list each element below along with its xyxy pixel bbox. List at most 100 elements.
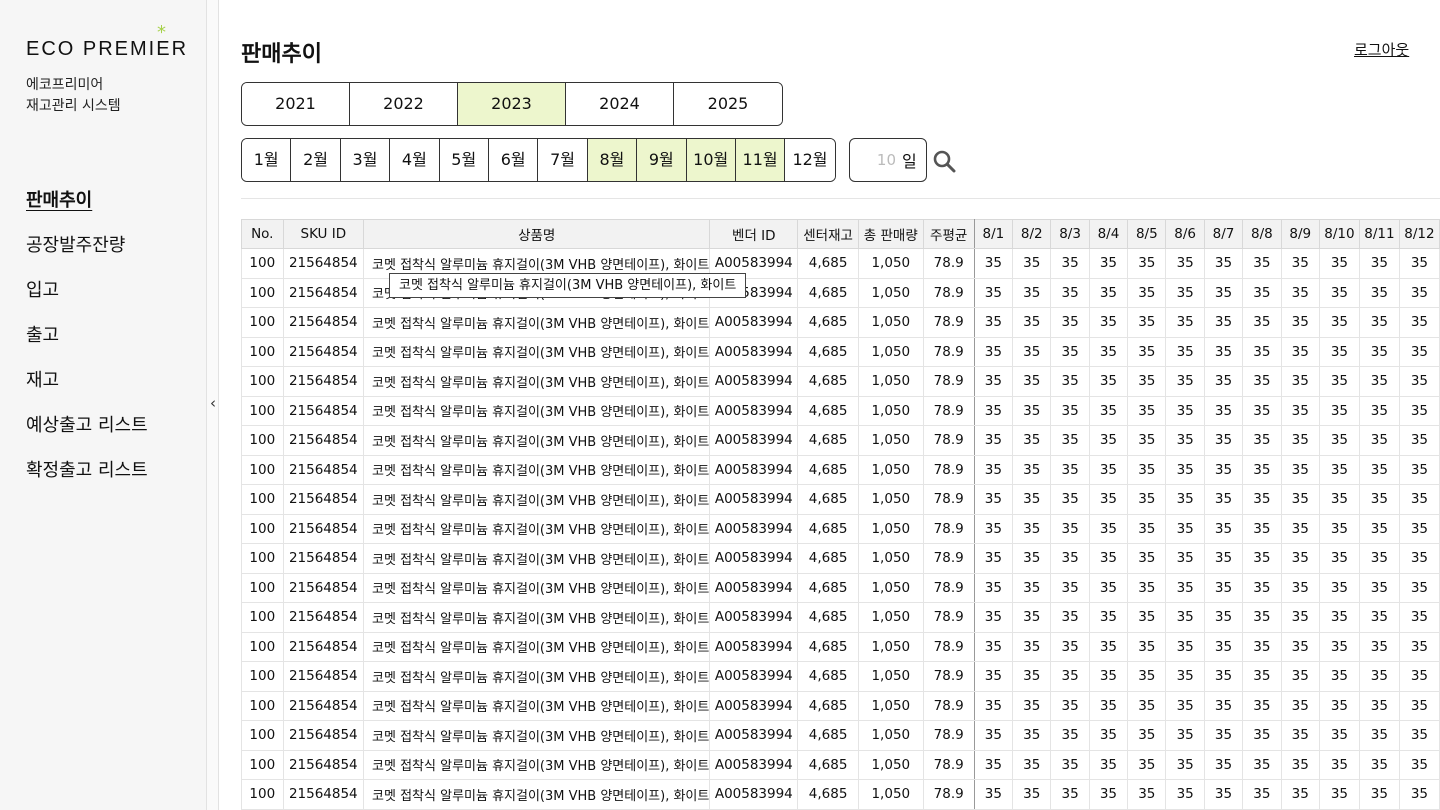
table-cell: 35: [1203, 336, 1244, 367]
table-cell: 35: [1398, 749, 1440, 780]
day-unit-label: 일: [902, 152, 917, 171]
table-cell: 1,050: [857, 661, 924, 692]
table-cell: 35: [1280, 513, 1320, 544]
column-header: 센터재고: [797, 219, 859, 249]
table-cell: 35: [1127, 572, 1167, 603]
nav-item-inbound[interactable]: 입고: [26, 280, 60, 301]
table-cell: 35: [973, 307, 1014, 338]
table-cell: 35: [1318, 572, 1360, 603]
table-cell: 78.9: [922, 661, 975, 692]
table-cell: 35: [1165, 277, 1205, 308]
table-cell: 21564854: [282, 336, 365, 367]
year-button-2022[interactable]: 2022: [350, 83, 458, 125]
table-cell: A00583994: [709, 513, 799, 544]
column-header: 총 판매량: [857, 219, 924, 249]
month-selector: 1월 2월 3월 4월 5월 6월 7월 8월 9월 10월 11월 12월: [241, 138, 836, 182]
table-cell: 35: [1050, 513, 1090, 544]
table-cell: 35: [1242, 454, 1282, 485]
collapse-sidebar-icon[interactable]: ‹: [210, 394, 216, 412]
table-cell: 1,050: [857, 631, 924, 662]
month-button-3[interactable]: 3월: [340, 139, 391, 181]
table-cell: 35: [1050, 779, 1090, 810]
table-cell: 4,685: [797, 779, 859, 810]
table-cell: A00583994: [709, 720, 799, 751]
table-cell: 35: [1088, 484, 1129, 515]
table-cell: 35: [1127, 690, 1167, 721]
table-cell: 1,050: [857, 425, 924, 456]
table-cell: 35: [1165, 425, 1205, 456]
month-button-11[interactable]: 11월: [735, 139, 786, 181]
month-button-2[interactable]: 2월: [291, 139, 341, 181]
table-cell: 35: [1242, 277, 1282, 308]
month-button-7[interactable]: 7월: [538, 139, 588, 181]
table-cell: 35: [1012, 366, 1052, 397]
table-cell: 35: [1012, 749, 1052, 780]
nav-item-outbound[interactable]: 출고: [26, 325, 60, 346]
product-name-tooltip: 코멧 접착식 알루미늄 휴지걸이(3M VHB 양면테이프), 화이트: [389, 273, 747, 298]
table-cell: 4,685: [797, 690, 859, 721]
table-cell: 35: [1358, 425, 1400, 456]
table-cell: 35: [1127, 484, 1167, 515]
table-cell: 35: [1398, 248, 1440, 279]
sales-table-container[interactable]: No. SKU ID 상품명 벤더 ID 센터재고 총 판매량 주평균 8/1 8/2 8/3 8/…: [241, 219, 1440, 810]
table-cell: 35: [1280, 484, 1320, 515]
table-cell: 35: [1050, 602, 1090, 633]
nav-item-sales-trend[interactable]: 판매추이: [26, 190, 93, 211]
year-button-2023[interactable]: 2023: [458, 83, 566, 125]
table-cell: 35: [1203, 749, 1244, 780]
table-cell: 1,050: [857, 720, 924, 751]
nav-item-confirmed-outbound-list[interactable]: 확정출고 리스트: [26, 460, 148, 481]
year-button-2021[interactable]: 2021: [242, 83, 350, 125]
month-button-4[interactable]: 4월: [390, 139, 440, 181]
nav-item-inventory[interactable]: 재고: [26, 370, 60, 391]
table-cell: 100: [241, 484, 284, 515]
nav-item-factory-order-balance[interactable]: 공장발주잔량: [26, 235, 126, 256]
table-cell: 35: [1242, 602, 1282, 633]
column-header: 8/10: [1318, 219, 1360, 249]
year-button-2024[interactable]: 2024: [566, 83, 674, 125]
month-button-10[interactable]: 10월: [686, 139, 736, 181]
column-header: 8/6: [1165, 219, 1205, 249]
month-button-8[interactable]: 8월: [587, 139, 638, 181]
month-button-5[interactable]: 5월: [439, 139, 489, 181]
table-cell: 35: [1165, 484, 1205, 515]
search-icon[interactable]: [932, 149, 956, 173]
table-cell: 35: [1012, 277, 1052, 308]
logout-link[interactable]: 로그아웃: [1354, 41, 1410, 59]
day-input[interactable]: [850, 151, 896, 169]
table-cell: 35: [973, 484, 1014, 515]
month-button-12[interactable]: 12월: [785, 139, 835, 181]
table-cell: 35: [1203, 631, 1244, 662]
table-cell: 35: [1358, 277, 1400, 308]
table-cell: 35: [1242, 690, 1282, 721]
table-cell: 35: [1127, 631, 1167, 662]
month-button-9[interactable]: 9월: [637, 139, 687, 181]
table-cell: A00583994: [709, 454, 799, 485]
nav-item-expected-outbound-list[interactable]: 예상출고 리스트: [26, 415, 148, 436]
month-button-1[interactable]: 1월: [242, 139, 292, 181]
year-button-2025[interactable]: 2025: [674, 83, 782, 125]
table-cell: 35: [1280, 248, 1320, 279]
table-cell: 4,685: [797, 513, 859, 544]
table-cell: 78.9: [922, 572, 975, 603]
month-button-6[interactable]: 6월: [488, 139, 539, 181]
